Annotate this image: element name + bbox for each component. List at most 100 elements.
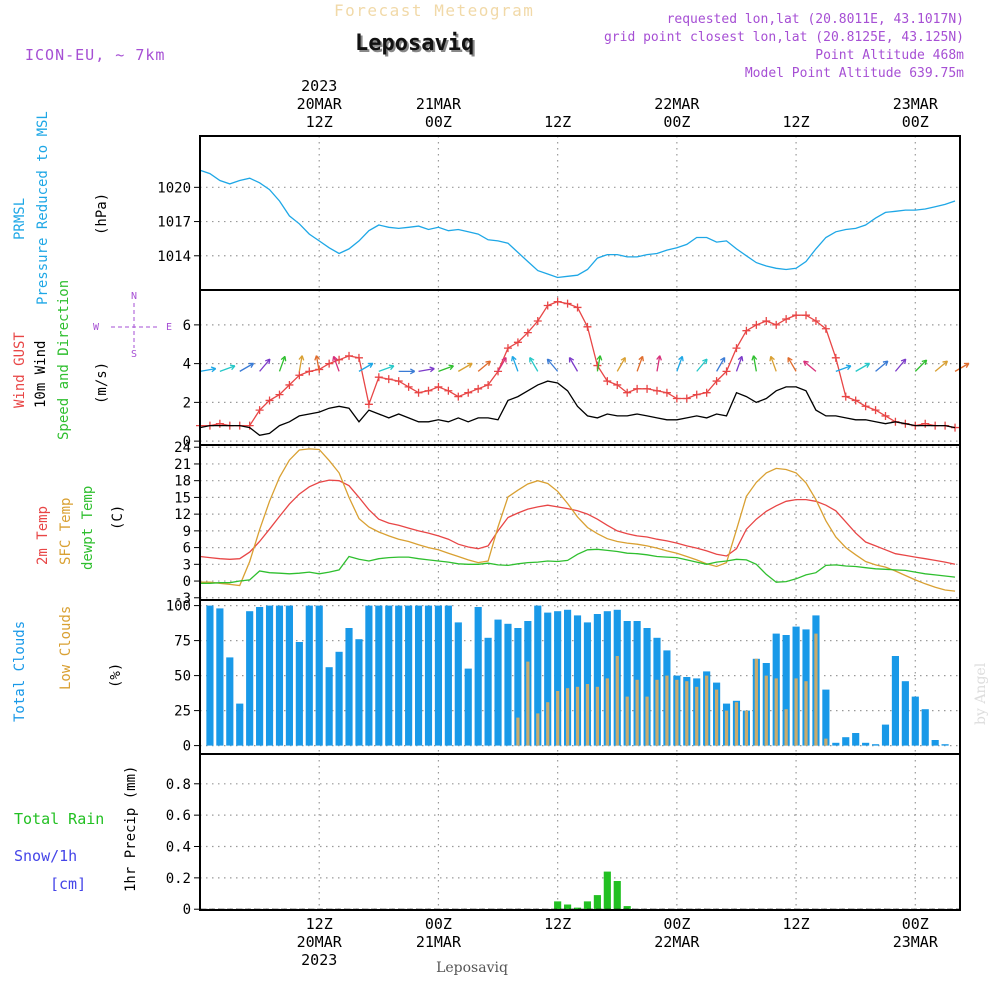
prmsl-line [199,169,956,279]
wind-arrow [199,366,217,373]
wind-arrow [616,356,626,372]
total-clouds-bar [891,656,900,746]
temp-dewpt-label: dewpt Temp [80,486,96,570]
total-clouds-bar [494,619,502,746]
bottom-axis-label: 00Z [902,915,929,933]
gust-point [374,373,383,382]
wind-units: (m/s) [94,362,110,404]
ytick-label: 75 [174,634,191,650]
low-clouds-bar [526,661,530,746]
ytick-label: 15 [174,490,191,506]
panel-frame [199,753,961,911]
precip-panel-labels: Total Rain Snow/1h [cm] 1hr Precip (mm) [14,766,139,893]
gust-point [345,351,354,360]
gust-point [722,367,731,376]
ytick-label: 0.8 [166,777,191,793]
total-clouds-bar [256,607,264,746]
bottom-axis-label: 12Z [306,915,333,933]
bottom-axis-label: 00Z [425,915,452,933]
cloud-units: (%) [108,663,124,688]
top-axis-label: 22MAR [654,95,700,113]
low-clouds-bar [705,675,709,746]
gust-point [871,406,880,415]
wind-arrow [477,360,492,372]
wind-arrow [418,366,435,373]
low-clouds-bar [615,656,619,746]
pressure-panel: 1014 1017 1020 [157,135,961,291]
gust-point [861,402,870,411]
gust-point [255,406,264,415]
bottom-axis-label: 20MAR [297,933,343,951]
top-axis-label: 20MAR [297,95,343,113]
gust-point [792,311,801,320]
gust-point [513,338,522,347]
gust-point [563,299,572,308]
low-clouds-bar [794,678,798,746]
low-clouds-bar [595,686,599,746]
total-clouds-bar [206,605,214,746]
footer-location: Leposaviq [436,960,508,976]
total-rain-bar [603,871,611,910]
gust-point [494,367,503,376]
bottom-axis-label: 2023 [301,951,337,969]
total-clouds-bar [226,657,234,746]
total-clouds-bar [504,623,512,746]
low-clouds-bar [754,658,758,746]
gust-point [831,353,840,362]
ytick-label: 0.4 [166,840,191,856]
wind-gust-label: Wind GUST [12,332,28,408]
model-label: ICON-EU, ~ 7km [25,46,165,64]
temp-units: (C) [110,505,126,530]
top-axis-label: 00Z [902,113,929,131]
total-clouds-bar [345,628,353,746]
low-clouds-bar [675,679,679,746]
gust-point [732,344,741,353]
total-clouds-bar [871,744,880,746]
gust-point [662,388,671,397]
total-clouds-bar [305,605,313,746]
gust-point [245,421,254,430]
total-rain-bar [564,904,572,910]
gust-point [335,355,344,364]
total-clouds-bar [315,605,323,746]
legend-snow: Snow/1h [14,847,77,865]
gust-point [782,315,791,324]
ytick-label: 0.6 [166,808,191,824]
total-rain-bar [593,895,601,910]
low-clouds-bar [556,691,560,746]
compass-rose: N S W E [93,291,172,360]
top-axis-label: 12Z [306,113,333,131]
gust-point [285,380,294,389]
total-clouds-bar [862,742,870,746]
low-clouds-bar [764,675,768,746]
wind-arrow [378,364,395,372]
faded-title: Forecast Meteogram [334,1,534,20]
bottom-axis-label: 22MAR [654,933,700,951]
total-clouds-bar [405,605,413,746]
ytick-label: 6 [183,541,191,557]
low-clouds-bar [784,709,788,746]
wind-arrow [358,362,374,372]
wind-arrow [438,364,454,372]
ytick-label: 0 [183,574,191,590]
gust-point [394,377,403,386]
wind-arrow [596,355,603,372]
ytick-label: 3 [183,557,191,573]
low-clouds-bar [585,684,590,746]
wind-gust-line [200,300,956,429]
gust-point [811,317,820,325]
gust-point [305,367,314,376]
gust-point [652,386,661,395]
gust-point [295,371,304,380]
gust-point [851,396,860,405]
total-clouds-bar [832,742,840,746]
low-clouds-bar [774,678,778,746]
ytick-label: 1014 [157,249,191,265]
gust-point [712,377,721,386]
total-clouds-bar [414,605,423,746]
ytick-label: 0.2 [166,871,191,887]
wind-arrow [457,362,473,372]
compass-n: N [131,291,137,302]
